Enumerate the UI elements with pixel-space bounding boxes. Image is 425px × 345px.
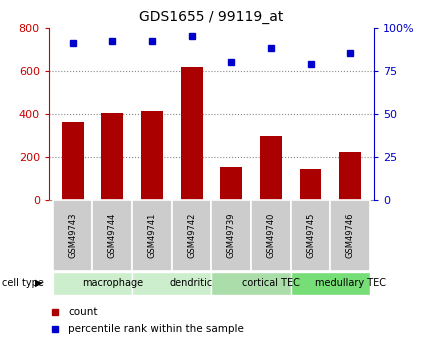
Bar	[291, 272, 370, 295]
Bar	[220, 167, 242, 200]
Text: dendritic: dendritic	[170, 278, 213, 288]
Text: GSM49745: GSM49745	[306, 213, 315, 258]
Text: GSM49741: GSM49741	[147, 213, 156, 258]
Bar	[53, 272, 132, 295]
Title: GDS1655 / 99119_at: GDS1655 / 99119_at	[139, 10, 283, 24]
Bar	[132, 272, 212, 295]
Bar	[172, 200, 212, 271]
Text: count: count	[68, 307, 98, 317]
Bar	[141, 111, 163, 200]
Bar	[102, 113, 123, 200]
Bar	[212, 200, 251, 271]
Text: ▶: ▶	[35, 278, 42, 288]
Bar	[93, 200, 132, 271]
Bar	[330, 200, 370, 271]
Bar	[339, 151, 361, 200]
Text: cortical TEC: cortical TEC	[242, 278, 300, 288]
Bar	[132, 200, 172, 271]
Text: cell type: cell type	[2, 278, 44, 288]
Bar	[53, 200, 93, 271]
Text: GSM49743: GSM49743	[68, 213, 77, 258]
Bar	[260, 137, 282, 200]
Text: percentile rank within the sample: percentile rank within the sample	[68, 325, 244, 334]
Text: GSM49739: GSM49739	[227, 213, 236, 258]
Bar	[300, 169, 321, 200]
Text: GSM49746: GSM49746	[346, 213, 355, 258]
Bar	[62, 122, 84, 200]
Text: medullary TEC: medullary TEC	[314, 278, 386, 288]
Bar	[181, 68, 203, 200]
Text: GSM49744: GSM49744	[108, 213, 117, 258]
Bar	[291, 200, 330, 271]
Bar	[251, 200, 291, 271]
Text: GSM49742: GSM49742	[187, 213, 196, 258]
Text: macrophage: macrophage	[82, 278, 143, 288]
Bar	[212, 272, 291, 295]
Text: GSM49740: GSM49740	[266, 213, 275, 258]
